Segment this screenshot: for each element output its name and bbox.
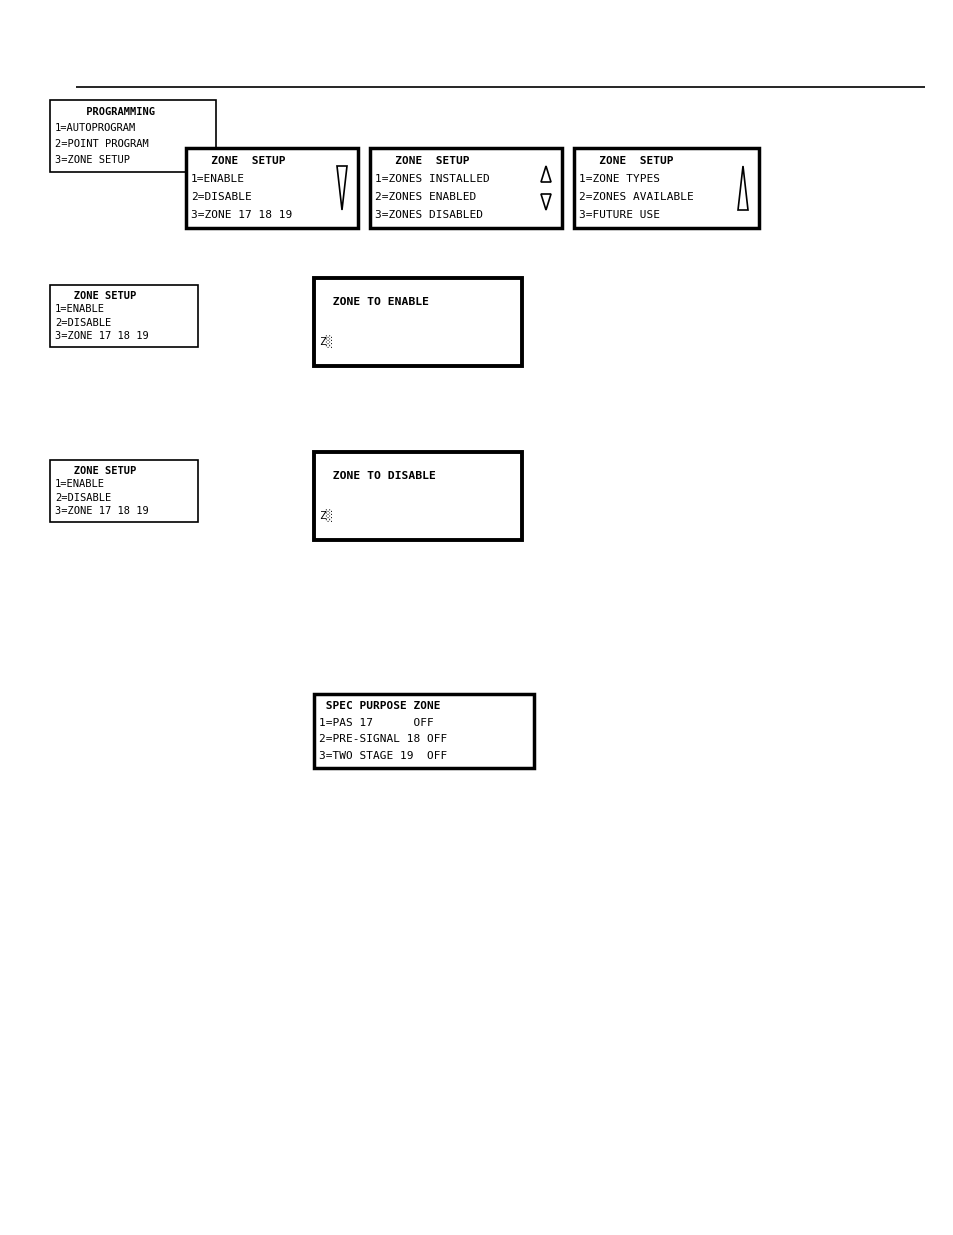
Bar — [50, 459, 198, 522]
Text: 2=DISABLE: 2=DISABLE — [55, 317, 112, 327]
Text: ZONE TO ENABLE: ZONE TO ENABLE — [318, 296, 429, 308]
Text: 2=POINT PROGRAM: 2=POINT PROGRAM — [55, 140, 149, 149]
Text: 2=DISABLE: 2=DISABLE — [191, 191, 252, 203]
Bar — [314, 452, 521, 540]
Bar — [50, 285, 198, 347]
Bar — [50, 100, 215, 172]
Text: 2=DISABLE: 2=DISABLE — [55, 493, 112, 503]
Text: PROGRAMMING: PROGRAMMING — [55, 107, 154, 117]
Text: 2=PRE-SIGNAL 18 OFF: 2=PRE-SIGNAL 18 OFF — [318, 735, 447, 745]
Text: ZONE SETUP: ZONE SETUP — [55, 290, 136, 301]
Text: 1=ZONES INSTALLED: 1=ZONES INSTALLED — [375, 174, 489, 184]
Text: SPEC PURPOSE ZONE: SPEC PURPOSE ZONE — [318, 701, 440, 711]
Text: 1=ENABLE: 1=ENABLE — [55, 479, 105, 489]
Bar — [574, 148, 759, 228]
Text: 1=PAS 17      OFF: 1=PAS 17 OFF — [318, 718, 434, 727]
Text: 3=FUTURE USE: 3=FUTURE USE — [578, 210, 659, 220]
Text: 3=ZONE SETUP: 3=ZONE SETUP — [55, 156, 130, 165]
Bar — [370, 148, 561, 228]
Text: 2=ZONES ENABLED: 2=ZONES ENABLED — [375, 191, 476, 203]
Text: 3=ZONE 17 18 19: 3=ZONE 17 18 19 — [191, 210, 292, 220]
Text: ZONE  SETUP: ZONE SETUP — [578, 156, 673, 165]
Bar — [186, 148, 357, 228]
Text: 2=ZONES AVAILABLE: 2=ZONES AVAILABLE — [578, 191, 693, 203]
Bar — [314, 278, 521, 366]
Text: Z░: Z░ — [318, 336, 333, 348]
Text: ZONE SETUP: ZONE SETUP — [55, 466, 136, 475]
Text: 3=ZONE 17 18 19: 3=ZONE 17 18 19 — [55, 506, 149, 516]
Text: ZONE TO DISABLE: ZONE TO DISABLE — [318, 471, 436, 480]
Bar — [314, 694, 534, 768]
Text: ZONE  SETUP: ZONE SETUP — [191, 156, 285, 165]
Text: 1=ENABLE: 1=ENABLE — [191, 174, 245, 184]
Text: 3=TWO STAGE 19  OFF: 3=TWO STAGE 19 OFF — [318, 751, 447, 761]
Text: 1=AUTOPROGRAM: 1=AUTOPROGRAM — [55, 124, 136, 133]
Text: ZONE  SETUP: ZONE SETUP — [375, 156, 469, 165]
Text: 1=ZONE TYPES: 1=ZONE TYPES — [578, 174, 659, 184]
Text: Z░: Z░ — [318, 510, 333, 522]
Text: 1=ENABLE: 1=ENABLE — [55, 304, 105, 314]
Text: 3=ZONES DISABLED: 3=ZONES DISABLED — [375, 210, 482, 220]
Text: 3=ZONE 17 18 19: 3=ZONE 17 18 19 — [55, 331, 149, 341]
